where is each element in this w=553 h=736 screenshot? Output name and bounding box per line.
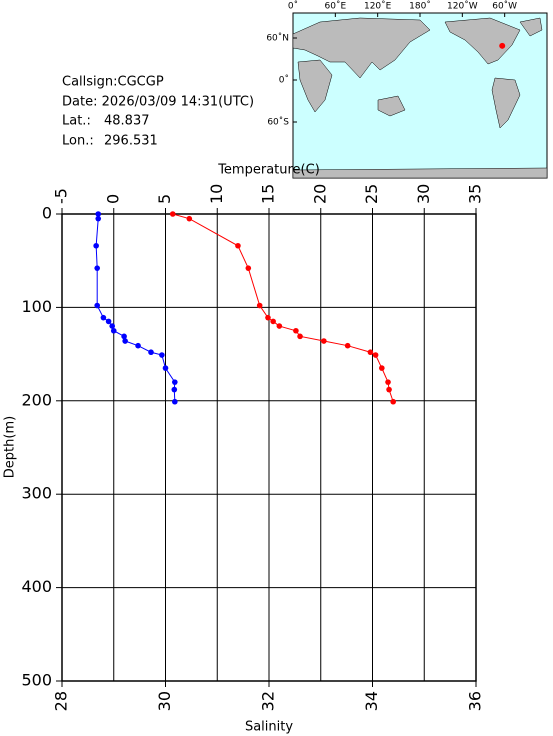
y-tick-label: 200 [21,390,52,409]
profile-point [172,398,178,405]
y-tick-label: 500 [21,671,52,690]
profile-point [186,215,193,222]
x2-tick-label: 28 [52,691,71,711]
y-tick-label: 100 [21,297,52,316]
profile-point [265,314,271,321]
x2-axis-title: Salinity [245,720,293,735]
profile-point [171,386,178,393]
profile-point [386,386,392,393]
profile-point [159,352,165,358]
x-tick-label: 30 [414,184,433,204]
profile-point [93,242,99,249]
profile-point [276,323,283,329]
profile-point [172,379,178,385]
profile-point [105,318,112,325]
lat-label: Lat.: [62,114,91,129]
profile-point [270,318,276,325]
y-tick-label: 300 [21,484,52,503]
profile-point [344,342,351,349]
map-lon-label: 180˚ [409,1,431,12]
callsign: Callsign:CGCGP [62,75,164,90]
x2-tick-label: 36 [466,691,485,711]
x-tick-label: 0 [103,194,122,204]
profile-point [122,338,128,344]
y-axis-title: Depth(m) [3,416,18,478]
date: Date: 2026/03/09 14:31(UTC) [62,95,254,110]
y-tick-label: 0 [42,204,52,223]
profile-point [372,352,379,358]
x-tick-label: 25 [362,184,381,204]
world-map [292,12,548,179]
profile-point [135,342,141,349]
x2-tick-label: 32 [259,691,278,711]
x2-tick-label: 30 [155,691,174,711]
x-tick-label: 5 [155,194,174,204]
x-tick-label: -5 [52,188,71,204]
x2-tick-label: 34 [362,691,381,711]
profile-line [95,214,176,402]
map-lon-label: 120˚E [364,1,392,12]
profile-point [94,265,100,271]
profile-point [256,302,263,309]
map-lat-label: 0˚ [279,75,289,86]
profile-point [121,333,127,340]
profile-point [100,314,107,321]
profile-point [148,349,154,356]
profile-point [379,365,385,371]
profile-point [109,323,115,329]
map-lon-label: 0˚ [288,1,298,12]
profile-point [293,327,299,334]
x-tick-label: 20 [310,184,329,204]
x-tick-label: 10 [207,184,226,204]
x-tick-label: 35 [466,184,485,204]
map-lat-label: 60˚S [267,117,289,128]
profile-point [297,333,303,340]
map-lon-label: 60˚E [325,1,347,12]
lon-value: 296.531 [104,134,158,149]
x-axis-title: Temperature(C) [217,163,320,178]
profile-point [110,327,117,334]
y-tick-label: 400 [21,577,52,596]
profile-point [367,349,374,356]
lon-label: Lon.: [62,134,94,149]
map-lon-label: 60˚W [492,1,517,12]
lat-value: 48.837 [104,114,150,129]
profile-point [235,242,241,249]
profile-point [162,365,169,371]
profile-point [94,302,100,309]
x-tick-label: 15 [259,184,278,204]
profile-point [385,379,391,385]
profile-point [95,211,102,217]
location-marker [499,42,506,49]
map-land [292,17,548,179]
profile-point [95,215,102,222]
profile-point [390,398,397,405]
map-lon-label: 120˚W [447,1,478,12]
profile-point [169,211,176,217]
profile-point [245,265,252,271]
map-lat-label: 60˚N [266,33,289,44]
plot-frame [61,213,477,682]
profile-point [321,338,327,344]
